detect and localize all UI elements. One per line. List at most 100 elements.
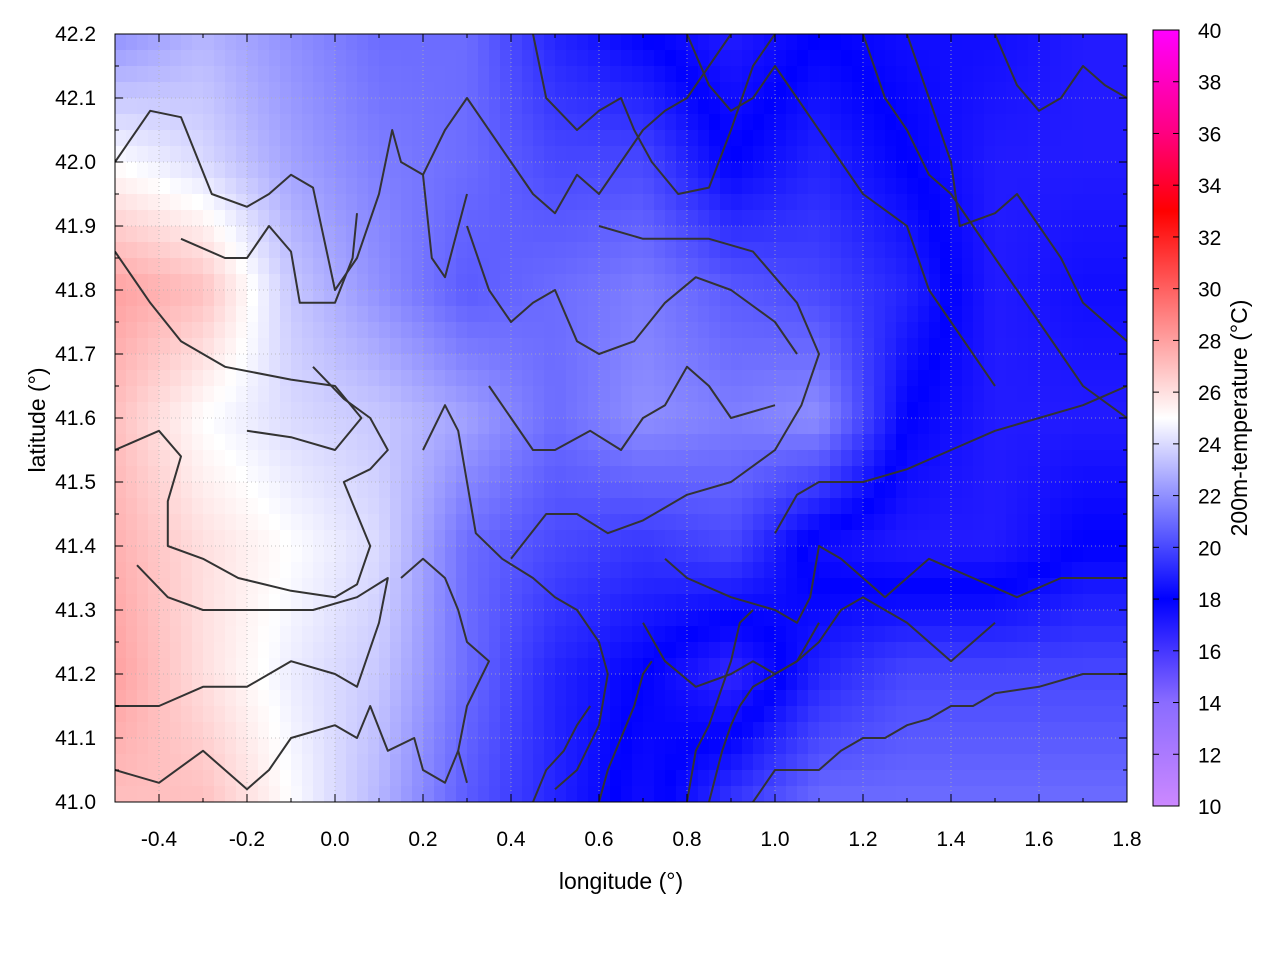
field-cell — [324, 354, 336, 371]
field-cell — [203, 402, 215, 419]
field-cell — [665, 418, 677, 435]
field-cell — [203, 754, 215, 771]
field-cell — [995, 482, 1007, 499]
field-cell — [445, 146, 457, 163]
field-cell — [687, 770, 699, 787]
field-cell — [313, 658, 325, 675]
field-cell — [269, 178, 281, 195]
field-cell — [214, 50, 226, 67]
field-cell — [522, 194, 534, 211]
field-cell — [434, 562, 446, 579]
field-cell — [269, 594, 281, 611]
field-cell — [489, 98, 501, 115]
field-cell — [181, 594, 193, 611]
field-cell — [852, 786, 864, 802]
field-cell — [368, 322, 380, 339]
field-cell — [863, 626, 875, 643]
field-cell — [874, 706, 886, 723]
field-cell — [610, 770, 622, 787]
field-cell — [346, 498, 358, 515]
field-cell — [445, 130, 457, 147]
field-cell — [159, 34, 171, 51]
field-cell — [632, 210, 644, 227]
field-cell — [434, 546, 446, 563]
field-cell — [863, 322, 875, 339]
field-cell — [720, 642, 732, 659]
field-cell — [610, 338, 622, 355]
field-cell — [533, 370, 545, 387]
field-cell — [709, 114, 721, 131]
field-cell — [214, 34, 226, 51]
field-cell — [412, 322, 424, 339]
field-cell — [577, 370, 589, 387]
field-cell — [225, 82, 237, 99]
field-cell — [555, 370, 567, 387]
field-cell — [830, 322, 842, 339]
field-cell — [1105, 306, 1117, 323]
field-cell — [610, 274, 622, 291]
field-cell — [1006, 194, 1018, 211]
field-cell — [1116, 610, 1127, 627]
field-cell — [885, 370, 897, 387]
field-cell — [1116, 562, 1127, 579]
field-cell — [720, 194, 732, 211]
field-cell — [720, 722, 732, 739]
field-cell — [753, 722, 765, 739]
field-cell — [368, 274, 380, 291]
field-cell — [951, 642, 963, 659]
field-cell — [676, 290, 688, 307]
field-cell — [1105, 674, 1117, 691]
field-cell — [390, 514, 402, 531]
field-cell — [665, 34, 677, 51]
field-cell — [1072, 226, 1084, 243]
field-cell — [544, 178, 556, 195]
field-cell — [291, 642, 303, 659]
field-cell — [335, 114, 347, 131]
field-cell — [786, 146, 798, 163]
field-cell — [621, 66, 633, 83]
field-cell — [478, 674, 490, 691]
field-cell — [159, 194, 171, 211]
field-cell — [687, 354, 699, 371]
field-cell — [962, 738, 974, 755]
field-cell — [357, 498, 369, 515]
field-cell — [236, 386, 248, 403]
field-cell — [1083, 594, 1095, 611]
field-cell — [115, 674, 127, 691]
field-cell — [115, 322, 127, 339]
field-cell — [137, 594, 149, 611]
field-cell — [984, 562, 996, 579]
field-cell — [357, 130, 369, 147]
field-cell — [566, 34, 578, 51]
field-cell — [940, 482, 952, 499]
field-cell — [940, 114, 952, 131]
field-cell — [731, 210, 743, 227]
field-cell — [621, 562, 633, 579]
field-cell — [841, 786, 853, 802]
field-cell — [346, 82, 358, 99]
field-cell — [929, 306, 941, 323]
field-cell — [775, 578, 787, 595]
field-cell — [236, 658, 248, 675]
field-cell — [764, 386, 776, 403]
field-cell — [302, 642, 314, 659]
field-cell — [1006, 178, 1018, 195]
field-cell — [863, 562, 875, 579]
field-cell — [665, 690, 677, 707]
field-cell — [467, 210, 479, 227]
field-cell — [412, 162, 424, 179]
field-cell — [1039, 594, 1051, 611]
field-cell — [797, 514, 809, 531]
field-cell — [1116, 274, 1127, 291]
field-cell — [511, 754, 523, 771]
field-cell — [764, 114, 776, 131]
field-cell — [225, 754, 237, 771]
field-cell — [995, 546, 1007, 563]
field-cell — [390, 258, 402, 275]
field-cell — [1061, 466, 1073, 483]
field-cell — [1028, 194, 1040, 211]
field-cell — [907, 402, 919, 419]
field-cell — [896, 402, 908, 419]
field-cell — [489, 434, 501, 451]
field-cell — [148, 610, 160, 627]
